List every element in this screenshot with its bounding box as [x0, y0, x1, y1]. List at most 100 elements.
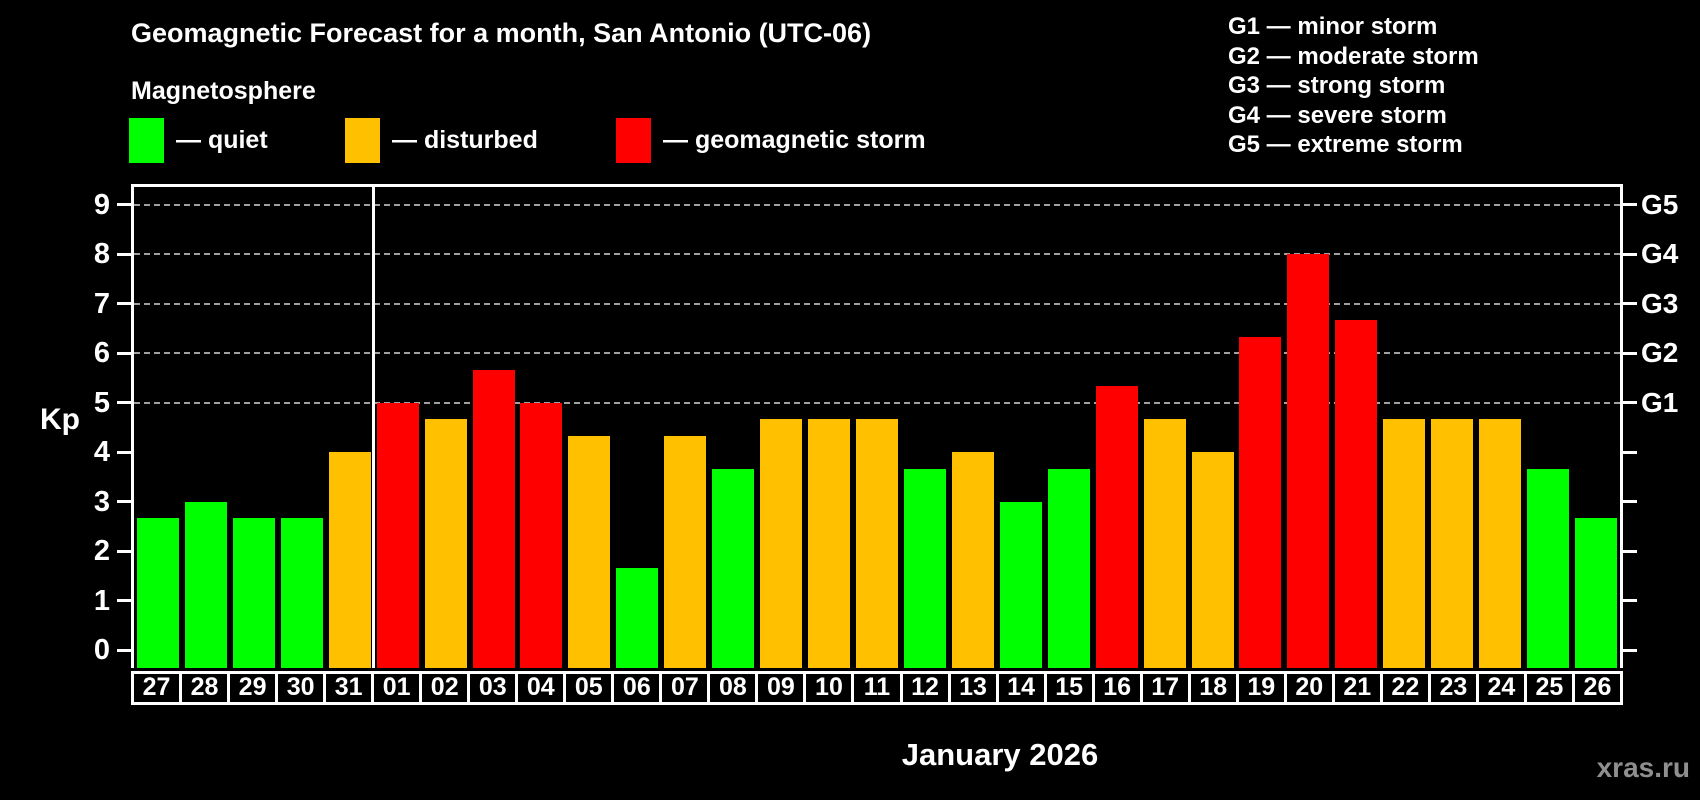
g-scale-legend: G1 — minor storm G2 — moderate storm G3 — …	[1228, 12, 1479, 160]
day-label-09: 09	[755, 671, 807, 705]
legend-swatch-disturbed	[345, 117, 380, 163]
y-tick-left-1	[117, 599, 131, 603]
y-axis-label-9: 9	[93, 188, 110, 221]
y-tick-left-8	[117, 252, 131, 256]
day-label-31: 31	[323, 671, 375, 705]
chart-title: Geomagnetic Forecast for a month, San An…	[131, 18, 872, 48]
bar-day-15	[1047, 468, 1090, 668]
bar-day-13	[951, 452, 994, 668]
day-label-19: 19	[1235, 671, 1287, 705]
legend-label-disturbed: — disturbed	[392, 125, 538, 154]
legend-swatch-storm	[616, 117, 651, 163]
y-tick-right-0	[1623, 648, 1637, 652]
day-label-02: 02	[419, 671, 471, 705]
y-tick-left-6	[117, 351, 131, 355]
bar-day-04	[520, 402, 563, 668]
legend-item-quiet: — quiet	[129, 116, 268, 164]
gridline-kp-5	[134, 401, 1620, 404]
y-axis-label-8: 8	[93, 238, 110, 271]
y-tick-left-7	[117, 302, 131, 306]
kp-legend: — quiet — disturbed — geomagnetic storm	[0, 116, 1100, 166]
day-label-03: 03	[467, 671, 519, 705]
bar-day-03	[472, 369, 515, 668]
y-axis-label-6: 6	[93, 337, 110, 370]
day-label-06: 06	[611, 671, 663, 705]
gridline-kp-9	[134, 203, 1620, 206]
y-tick-right-5	[1623, 401, 1637, 405]
day-label-25: 25	[1523, 671, 1575, 705]
day-label-11: 11	[851, 671, 903, 705]
g-legend-line-g4: G4 — severe storm	[1228, 101, 1447, 129]
watermark: xras.ru	[1596, 752, 1690, 783]
bar-day-12	[903, 468, 946, 668]
bar-day-05	[568, 435, 611, 668]
y-tick-right-2	[1623, 549, 1637, 553]
gridline-kp-8	[134, 253, 1620, 256]
bar-day-21	[1335, 320, 1378, 668]
day-label-18: 18	[1187, 671, 1239, 705]
legend-swatch-quiet	[129, 117, 164, 163]
y-axis-label-2: 2	[93, 535, 110, 568]
gridline-kp-6	[134, 352, 1620, 355]
bar-day-08	[712, 468, 755, 668]
y-tick-right-8	[1623, 252, 1637, 256]
g-axis-label-g1: G1	[1641, 386, 1679, 418]
bar-day-18	[1191, 452, 1234, 668]
y-tick-left-9	[117, 203, 131, 207]
legend-item-storm: — geomagnetic storm	[616, 116, 926, 164]
x-axis-title: January 2026	[901, 737, 1099, 772]
y-axis-label-4: 4	[93, 436, 110, 469]
day-label-29: 29	[227, 671, 279, 705]
day-label-27: 27	[131, 671, 183, 705]
bar-day-22	[1383, 419, 1426, 668]
bar-day-10	[808, 419, 851, 668]
day-label-10: 10	[803, 671, 855, 705]
g-axis-label-g2: G2	[1641, 337, 1679, 369]
day-label-07: 07	[659, 671, 711, 705]
y-tick-right-3	[1623, 500, 1637, 504]
day-label-26: 26	[1571, 671, 1623, 705]
day-label-16: 16	[1091, 671, 1143, 705]
legend-label-quiet: — quiet	[176, 125, 268, 154]
day-label-13: 13	[947, 671, 999, 705]
day-label-28: 28	[179, 671, 231, 705]
y-tick-right-7	[1623, 302, 1637, 306]
y-tick-left-2	[117, 549, 131, 553]
day-label-12: 12	[899, 671, 951, 705]
bar-day-30	[280, 518, 323, 668]
y-tick-left-3	[117, 500, 131, 504]
g-legend-line-g5: G5 — extreme storm	[1228, 131, 1463, 158]
bar-day-09	[760, 419, 803, 668]
bar-day-25	[1527, 468, 1570, 668]
g-axis-label-g3: G3	[1641, 287, 1679, 319]
y-tick-right-1	[1623, 599, 1637, 603]
bar-day-27	[136, 518, 179, 668]
legend-item-disturbed: — disturbed	[345, 116, 538, 164]
bar-day-11	[856, 419, 898, 668]
y-axis-label-7: 7	[93, 287, 110, 320]
day-label-22: 22	[1379, 671, 1431, 705]
y-tick-right-9	[1623, 203, 1637, 207]
bar-day-06	[616, 567, 659, 668]
y-axis-label-0: 0	[93, 634, 110, 667]
y-axis-title: Kp	[40, 403, 80, 436]
day-label-14: 14	[995, 671, 1047, 705]
gridline-kp-7	[134, 302, 1620, 305]
day-label-01: 01	[371, 671, 423, 705]
g-legend-line-g3: G3 — strong storm	[1228, 72, 1446, 99]
month-divider-line	[372, 187, 376, 668]
y-axis-label-1: 1	[93, 584, 110, 617]
chart-subtitle: Magnetosphere	[131, 77, 316, 105]
day-label-24: 24	[1475, 671, 1527, 705]
bar-day-02	[424, 419, 467, 668]
g-legend-line-g2: G2 — moderate storm	[1228, 42, 1479, 70]
day-label-30: 30	[275, 671, 327, 705]
bar-day-26	[1575, 518, 1618, 668]
plot-area	[131, 184, 1623, 668]
day-label-15: 15	[1043, 671, 1095, 705]
bar-day-28	[184, 501, 227, 668]
y-tick-right-6	[1623, 351, 1637, 355]
bar-day-29	[232, 518, 275, 668]
y-tick-right-4	[1623, 450, 1637, 454]
